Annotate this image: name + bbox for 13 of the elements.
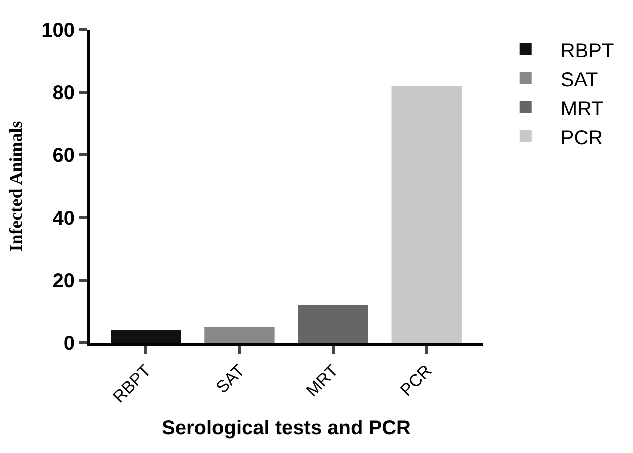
x-axis-title: Serological tests and PCR — [162, 417, 412, 440]
y-tick-label: 0 — [64, 333, 75, 355]
y-tick-label: 100 — [42, 20, 75, 42]
legend-label: SAT — [560, 69, 598, 92]
y-tick-label: 60 — [52, 145, 75, 168]
y-tick-label: 80 — [52, 82, 75, 105]
y-tick-label: 20 — [52, 270, 75, 292]
legend-label: PCR — [560, 127, 604, 150]
legend-label: RBPT — [560, 40, 614, 62]
y-axis-title: Infected Animals — [6, 121, 26, 252]
y-tick-label: 40 — [52, 208, 75, 230]
legend-label: MRT — [560, 98, 604, 120]
x-tick-label: SAT — [212, 361, 249, 398]
